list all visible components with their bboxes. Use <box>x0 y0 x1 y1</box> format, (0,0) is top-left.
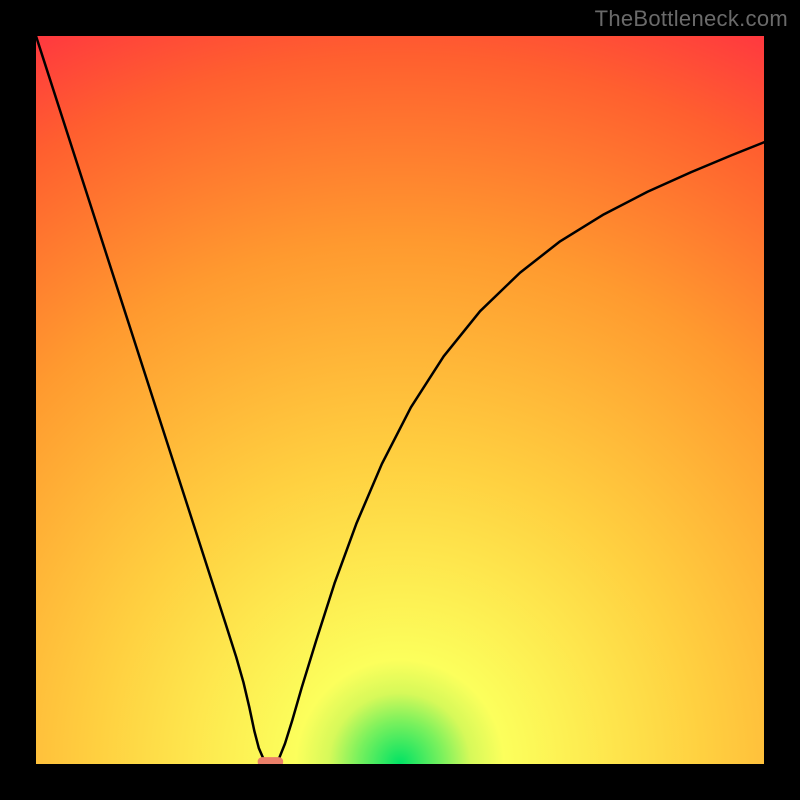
watermark-text: TheBottleneck.com <box>595 6 788 32</box>
plot-background <box>36 36 764 764</box>
plot-area <box>36 36 764 764</box>
plot-svg <box>36 36 764 764</box>
optimum-marker <box>258 757 283 764</box>
chart-container: TheBottleneck.com <box>0 0 800 800</box>
